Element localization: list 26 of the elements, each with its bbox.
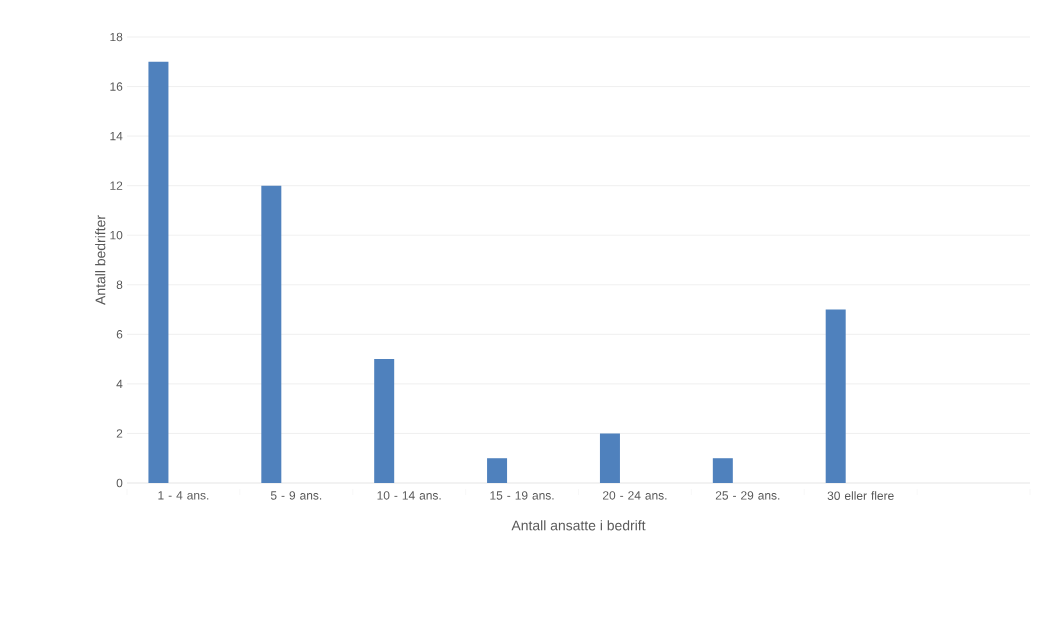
- bar: [712, 458, 733, 483]
- x-tick-label: 25 - 29 ans.: [715, 491, 780, 500]
- x-axis-title: Antall ansatte i bedrift: [511, 520, 646, 531]
- x-tick-label: 20 - 24 ans.: [602, 491, 667, 500]
- bar: [148, 61, 169, 483]
- y-tick-label: 14: [110, 132, 123, 141]
- x-tick-label: 15 - 19 ans.: [490, 491, 554, 500]
- y-tick-label: 16: [110, 82, 123, 91]
- y-tick-label: 12: [110, 181, 123, 190]
- y-tick-label: 2: [116, 429, 123, 438]
- bar: [374, 359, 395, 483]
- y-axis-title: Antall bedrifter: [95, 215, 106, 305]
- y-tick-label: 10: [110, 230, 123, 240]
- y-tick-label: 4: [116, 379, 123, 388]
- y-tick-label: 6: [116, 330, 123, 339]
- bar: [825, 309, 846, 483]
- bar: [487, 458, 508, 483]
- x-tick-label: 30 eller flere: [827, 491, 894, 500]
- y-tick-label: 18: [110, 32, 123, 42]
- x-tick-label: 1 - 4 ans.: [158, 491, 209, 500]
- x-tick-label: 10 - 14 ans.: [377, 491, 441, 500]
- bar: [599, 433, 620, 483]
- y-tick-label: 8: [116, 280, 123, 289]
- y-tick-label: 0: [116, 478, 123, 488]
- bar: [261, 185, 282, 483]
- x-tick-label: 5 - 9 ans.: [270, 491, 322, 500]
